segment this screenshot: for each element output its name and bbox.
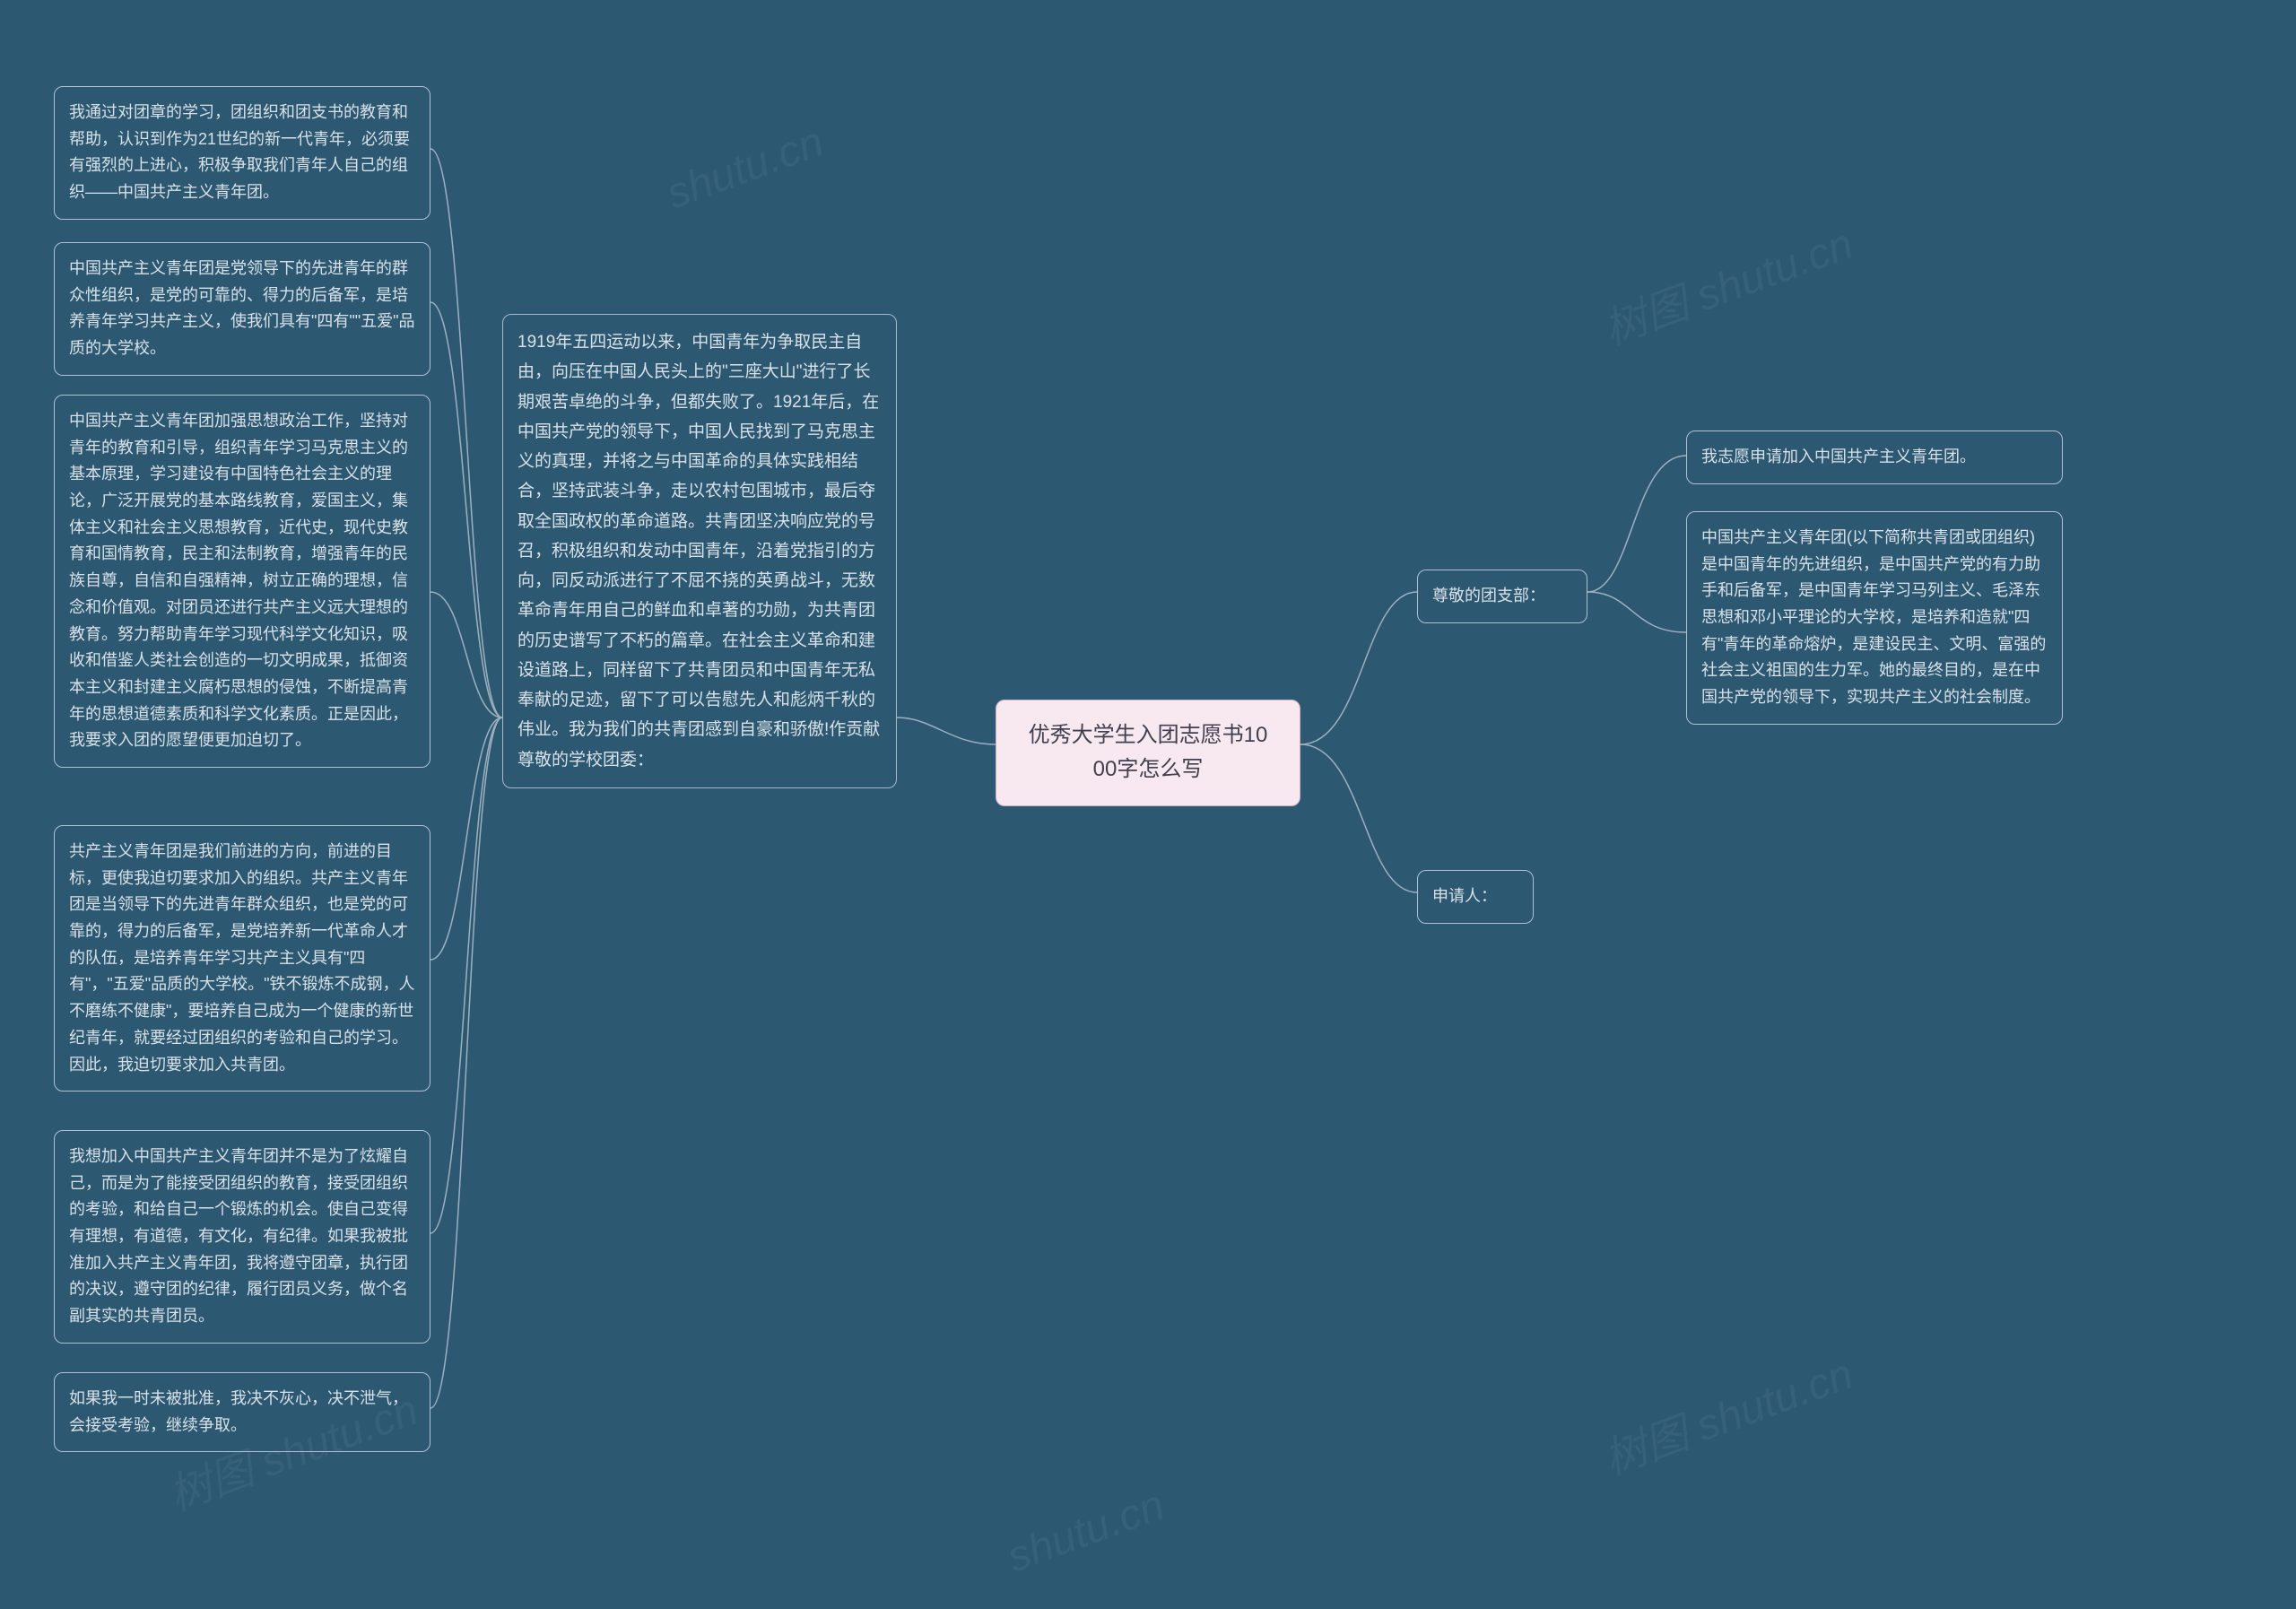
right-branch-node[interactable]: 申请人： [1417,870,1534,924]
left-detail-text: 共产主义青年团是我们前进的方向，前进的目标，更使我迫切要求加入的组织。共产主义青… [69,842,415,1074]
right-detail-text: 中国共产主义青年团(以下简称共青团或团组织)是中国青年的先进组织，是中国共产党的… [1701,528,2046,706]
left-detail-node[interactable]: 中国共产主义青年团加强思想政治工作，坚持对青年的教育和引导，组织青年学习马克思主… [54,395,430,768]
left-detail-text: 我通过对团章的学习，团组织和团支书的教育和帮助，认识到作为21世纪的新一代青年，… [69,103,410,201]
center-topic-text: 优秀大学生入团志愿书1000字怎么写 [1029,723,1268,781]
right-detail-text: 我志愿申请加入中国共产主义青年团。 [1701,448,1976,465]
watermark: 树图 shutu.cn [1594,208,1860,356]
left-detail-node[interactable]: 我想加入中国共产主义青年团并不是为了炫耀自己，而是为了能接受团组织的教育，接受团… [54,1130,430,1344]
left-detail-node[interactable]: 如果我一时未被批准，我决不灰心，决不泄气，会接受考验，继续争取。 [54,1372,430,1452]
right-branch-label: 申请人： [1432,887,1497,905]
right-branch-node[interactable]: 尊敬的团支部： [1417,570,1587,623]
right-detail-node[interactable]: 中国共产主义青年团(以下简称共青团或团组织)是中国青年的先进组织，是中国共产党的… [1686,511,2063,725]
left-detail-text: 我想加入中国共产主义青年团并不是为了炫耀自己，而是为了能接受团组织的教育，接受团… [69,1147,408,1325]
right-branch-label: 尊敬的团支部： [1432,587,1545,604]
watermark: shutu.cn [1001,1481,1170,1583]
center-topic[interactable]: 优秀大学生入团志愿书1000字怎么写 [996,700,1300,806]
left-detail-text: 如果我一时未被批准，我决不灰心，决不泄气，会接受考验，继续争取。 [69,1389,408,1434]
left-detail-node[interactable]: 中国共产主义青年团是党领导下的先进青年的群众性组织，是党的可靠的、得力的后备军，… [54,242,430,376]
watermark: shutu.cn [660,117,830,220]
watermark: 树图 shutu.cn [1594,1338,1860,1486]
left-detail-node[interactable]: 我通过对团章的学习，团组织和团支书的教育和帮助，认识到作为21世纪的新一代青年，… [54,86,430,220]
left-detail-node[interactable]: 共产主义青年团是我们前进的方向，前进的目标，更使我迫切要求加入的组织。共产主义青… [54,825,430,1092]
main-content-text: 1919年五四运动以来，中国青年为争取民主自由，向压在中国人民头上的"三座大山"… [517,333,880,770]
left-detail-text: 中国共产主义青年团加强思想政治工作，坚持对青年的教育和引导，组织青年学习马克思主… [69,412,408,749]
right-detail-node[interactable]: 我志愿申请加入中国共产主义青年团。 [1686,431,2063,484]
left-detail-text: 中国共产主义青年团是党领导下的先进青年的群众性组织，是党的可靠的、得力的后备军，… [69,259,415,357]
main-content-node[interactable]: 1919年五四运动以来，中国青年为争取民主自由，向压在中国人民头上的"三座大山"… [502,314,897,788]
